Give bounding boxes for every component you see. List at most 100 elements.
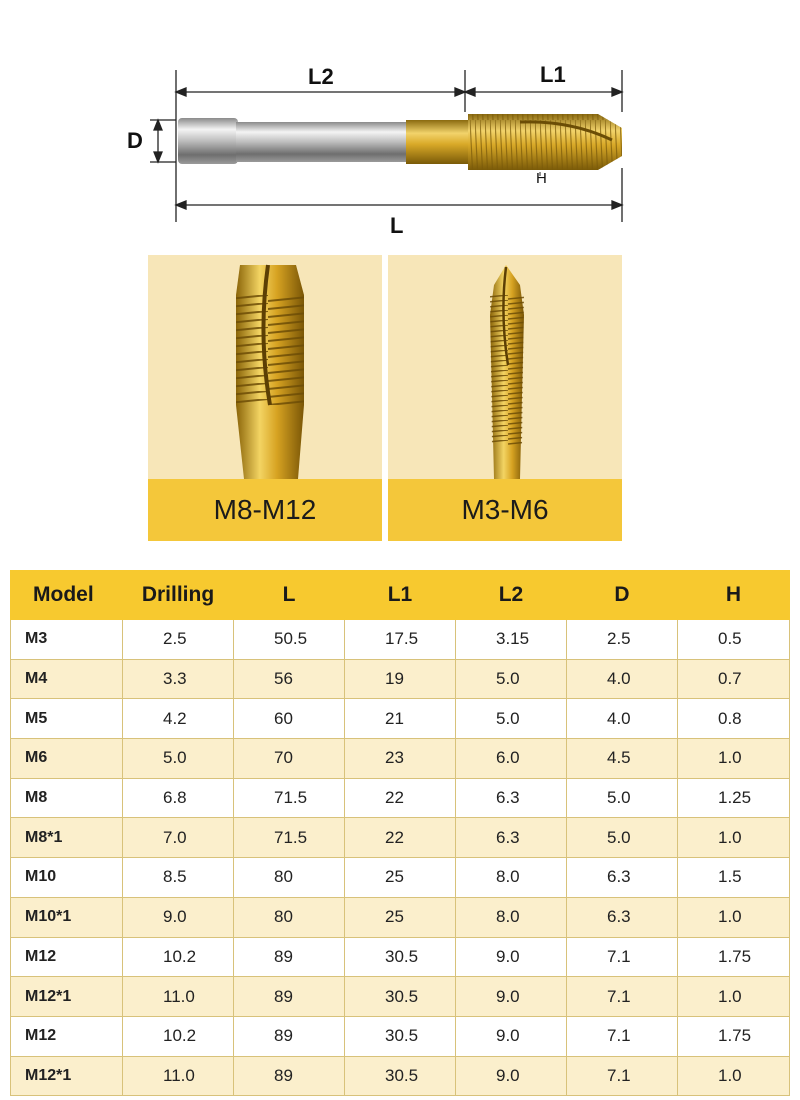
tap-dimension-diagram: L2 L1 D H L [0,0,800,250]
cell-l: 89 [233,976,345,1017]
cell-l2: 5.0 [455,698,567,740]
cell-d: 7.1 [566,936,678,978]
cell-drilling: 10.2 [122,1015,234,1057]
table-header-row: Model Drilling L L1 L2 D H [10,570,790,620]
header-l2: L2 [455,570,567,620]
cell-d: 7.1 [566,976,678,1017]
header-drilling: Drilling [122,570,234,620]
table-body: M3 2.5 50.5 17.5 3.15 2.5 0.5 M4 3.3 56 19 5.0 4.0 0.… [10,619,790,1097]
cell-d: 5.0 [566,777,678,819]
cell-l: 70 [233,738,345,779]
thumbnail-caption: M3-M6 [388,479,622,541]
cell-l1: 30.5 [344,936,456,978]
cell-model: M10*1 [10,896,123,938]
cell-drilling: 8.5 [122,857,234,898]
header-model: Model [10,570,123,620]
cell-l1: 25 [344,857,456,898]
header-d: D [566,570,678,620]
cell-model: M12 [10,936,123,978]
cell-l1: 25 [344,896,456,938]
table-row: M3 2.5 50.5 17.5 3.15 2.5 0.5 [10,619,790,660]
cell-d: 4.0 [566,658,678,700]
cell-drilling: 7.0 [122,817,234,859]
cell-l: 80 [233,896,345,938]
cell-l: 89 [233,1015,345,1057]
cell-l: 71.5 [233,817,345,859]
cell-drilling: 3.3 [122,658,234,700]
table-row: M8 6.8 71.5 22 6.3 5.0 1.25 [10,777,790,819]
cell-drilling: 11.0 [122,976,234,1017]
cell-l2: 9.0 [455,1015,567,1057]
cell-l: 50.5 [233,619,345,660]
dimension-label-l: L [390,213,404,238]
cell-l2: 8.0 [455,896,567,938]
cell-h: 1.0 [677,896,790,938]
cell-l1: 21 [344,698,456,740]
cell-drilling: 2.5 [122,619,234,660]
cell-drilling: 9.0 [122,896,234,938]
large-tap-photo [236,264,304,479]
cell-d: 6.3 [566,857,678,898]
thumbnail-caption: M8-M12 [148,479,382,541]
cell-model: M10 [10,857,123,898]
cell-l2: 5.0 [455,658,567,700]
cell-l2: 9.0 [455,1055,567,1097]
cell-l: 80 [233,857,345,898]
cell-h: 0.7 [677,658,790,700]
tap-drawing [150,70,624,222]
cell-l2: 6.0 [455,738,567,779]
cell-l1: 17.5 [344,619,456,660]
table-row: M5 4.2 60 21 5.0 4.0 0.8 [10,698,790,740]
cell-drilling: 6.8 [122,777,234,819]
cell-l1: 23 [344,738,456,779]
table-row: M12 10.2 89 30.5 9.0 7.1 1.75 [10,936,790,978]
cell-d: 5.0 [566,817,678,859]
table-row: M12 10.2 89 30.5 9.0 7.1 1.75 [10,1015,790,1057]
product-thumbnail-m3-m6: M3-M6 [388,255,622,541]
cell-h: 1.0 [677,1055,790,1097]
cell-h: 1.0 [677,976,790,1017]
dimension-label-d: D [127,128,143,153]
cell-l: 71.5 [233,777,345,819]
cell-model: M12 [10,1015,123,1057]
table-row: M10 8.5 80 25 8.0 6.3 1.5 [10,857,790,898]
cell-l1: 22 [344,777,456,819]
cell-h: 1.0 [677,817,790,859]
cell-l1: 22 [344,817,456,859]
cell-h: 1.5 [677,857,790,898]
cell-l: 60 [233,698,345,740]
cell-h: 1.0 [677,738,790,779]
table-row: M8*1 7.0 71.5 22 6.3 5.0 1.0 [10,817,790,859]
cell-l2: 9.0 [455,976,567,1017]
cell-model: M6 [10,738,123,779]
cell-d: 7.1 [566,1015,678,1057]
cell-l: 56 [233,658,345,700]
cell-model: M3 [10,619,123,660]
table-row: M6 5.0 70 23 6.0 4.5 1.0 [10,738,790,779]
cell-drilling: 5.0 [122,738,234,779]
cell-drilling: 4.2 [122,698,234,740]
cell-l1: 30.5 [344,1055,456,1097]
cell-model: M4 [10,658,123,700]
cell-model: M12*1 [10,976,123,1017]
cell-drilling: 10.2 [122,936,234,978]
cell-model: M5 [10,698,123,740]
header-h: H [677,570,790,620]
cell-drilling: 11.0 [122,1055,234,1097]
cell-h: 1.75 [677,1015,790,1057]
cell-l2: 6.3 [455,817,567,859]
table-row: M4 3.3 56 19 5.0 4.0 0.7 [10,658,790,700]
cell-l1: 30.5 [344,1015,456,1057]
cell-l: 89 [233,1055,345,1097]
table-row: M10*1 9.0 80 25 8.0 6.3 1.0 [10,896,790,938]
product-thumbnail-m8-m12: M8-M12 [148,255,382,541]
cell-d: 4.0 [566,698,678,740]
cell-l1: 19 [344,658,456,700]
header-l: L [233,570,345,620]
cell-h: 0.8 [677,698,790,740]
cell-l1: 30.5 [344,976,456,1017]
dimension-label-h: H [536,170,547,187]
cell-h: 1.25 [677,777,790,819]
table-row: M12*1 11.0 89 30.5 9.0 7.1 1.0 [10,976,790,1017]
small-tap-photo [490,265,524,479]
